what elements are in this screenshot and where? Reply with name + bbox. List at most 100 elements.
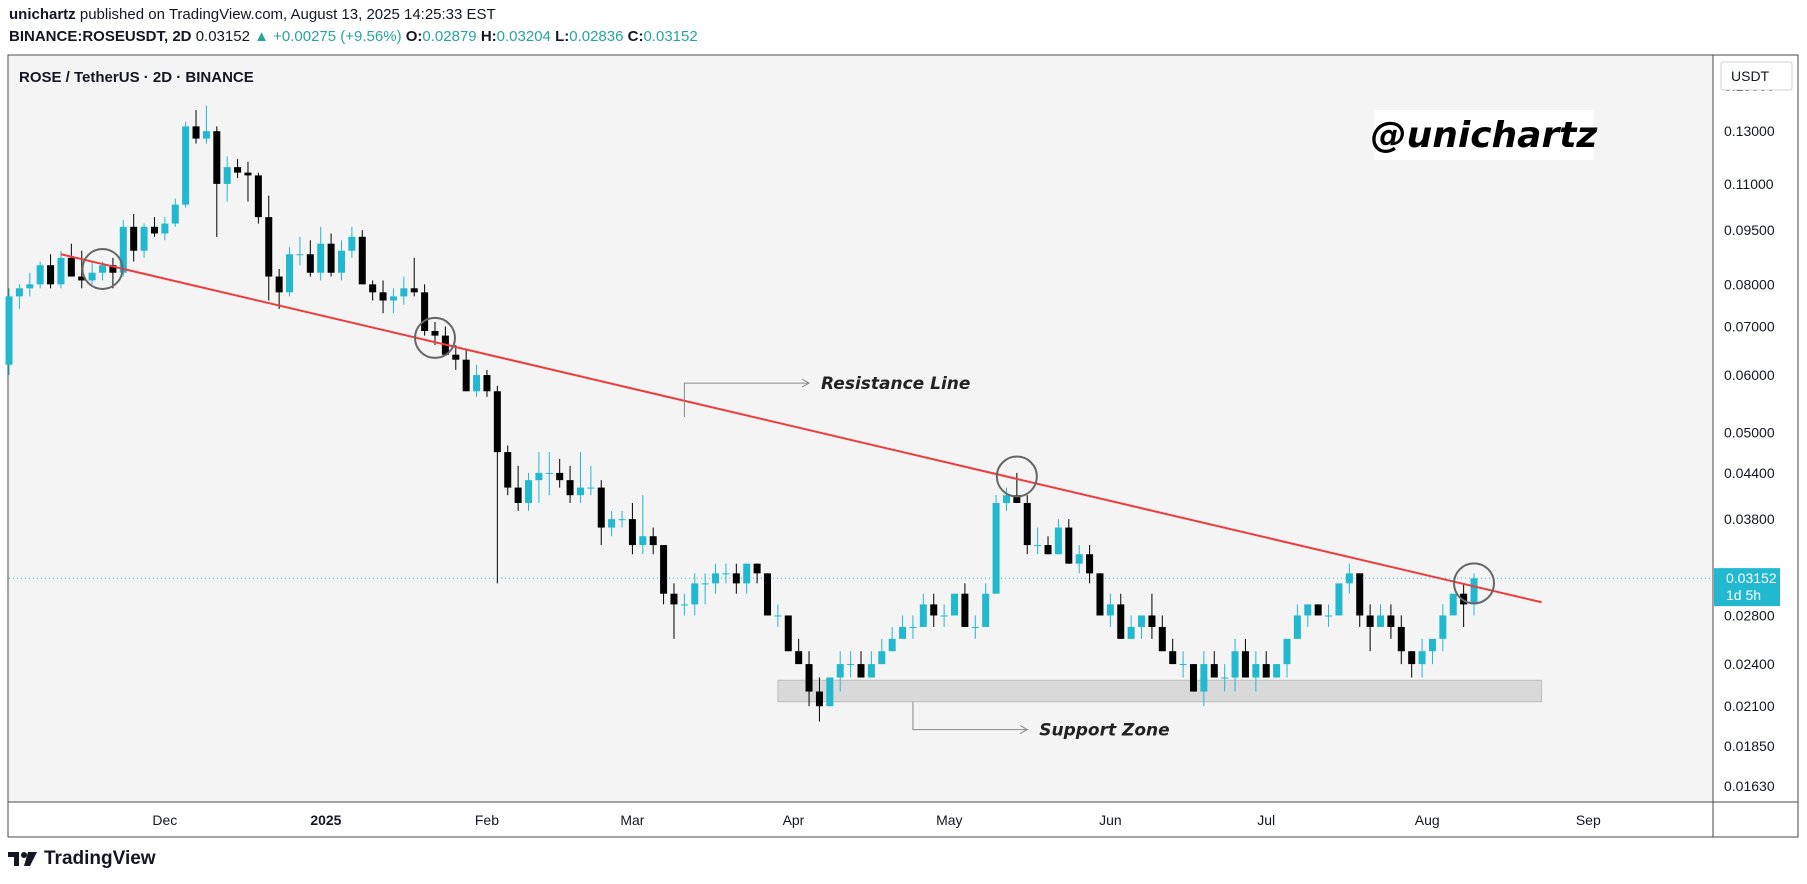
touch-point-circle bbox=[81, 247, 124, 290]
y-tick-label: 0.02400 bbox=[1724, 656, 1775, 672]
candle-body bbox=[1002, 495, 1010, 503]
candle-body bbox=[1345, 573, 1353, 584]
candle bbox=[1065, 519, 1073, 564]
x-tick-label: Mar bbox=[620, 812, 644, 828]
candle-body bbox=[213, 131, 221, 184]
candle-body bbox=[254, 175, 262, 218]
candle-body bbox=[1158, 626, 1166, 652]
brand-name: TradingView bbox=[44, 848, 156, 869]
high-value: 0.03204 bbox=[496, 28, 551, 45]
x-tick-label: Aug bbox=[1415, 812, 1440, 828]
candle bbox=[493, 385, 501, 584]
candle bbox=[47, 254, 55, 289]
y-tick-label: 0.02800 bbox=[1724, 607, 1775, 623]
candle-body bbox=[1366, 615, 1374, 627]
close-value: 0.03152 bbox=[643, 28, 698, 45]
candle bbox=[1023, 495, 1031, 555]
candle bbox=[556, 458, 564, 488]
candle bbox=[1221, 664, 1229, 692]
candle-body bbox=[1439, 615, 1447, 639]
candle bbox=[296, 236, 304, 266]
candle bbox=[691, 573, 699, 616]
candle-body bbox=[1231, 651, 1239, 678]
candle-body bbox=[867, 664, 875, 678]
candle bbox=[1252, 651, 1260, 692]
candle bbox=[1397, 615, 1405, 665]
y-tick-label: 0.08000 bbox=[1724, 276, 1775, 292]
author-name[interactable]: unichartz bbox=[9, 6, 76, 23]
candle-body bbox=[556, 472, 564, 481]
tradingview-brand[interactable]: TradingView bbox=[8, 848, 156, 870]
candle bbox=[1283, 638, 1291, 678]
candle bbox=[774, 604, 782, 627]
candle-body bbox=[57, 257, 65, 285]
candle-body bbox=[504, 452, 512, 488]
candle bbox=[878, 638, 886, 665]
candle-body bbox=[275, 276, 283, 293]
candle bbox=[161, 217, 169, 241]
last-price-badge-value: 0.03152 bbox=[1726, 570, 1777, 586]
x-tick-label: Jul bbox=[1257, 812, 1275, 828]
candle-body bbox=[109, 265, 117, 273]
candle-body bbox=[566, 480, 574, 496]
candle-body bbox=[774, 615, 782, 617]
y-tick-label: 0.01630 bbox=[1724, 778, 1775, 794]
candle bbox=[608, 510, 616, 537]
candle bbox=[223, 156, 231, 202]
candle-body bbox=[805, 664, 813, 692]
candle-body bbox=[545, 472, 553, 474]
candle bbox=[909, 615, 917, 639]
candle bbox=[1200, 651, 1208, 707]
candle bbox=[1439, 604, 1447, 652]
candle-body bbox=[1304, 604, 1312, 616]
candle bbox=[192, 110, 200, 144]
plot-area[interactable] bbox=[9, 56, 1713, 802]
candle-body bbox=[753, 563, 761, 574]
candle bbox=[753, 563, 761, 584]
candle bbox=[815, 677, 823, 722]
candle-body bbox=[202, 131, 210, 139]
candle bbox=[36, 261, 44, 289]
candle-body bbox=[26, 284, 34, 289]
candle-body bbox=[150, 226, 158, 234]
candle bbox=[712, 563, 720, 594]
x-tick-label: Dec bbox=[152, 812, 177, 828]
candle bbox=[410, 257, 418, 297]
candle-body bbox=[358, 236, 366, 285]
candle-body bbox=[400, 288, 408, 297]
currency-button[interactable] bbox=[1720, 61, 1793, 91]
candle bbox=[265, 195, 273, 301]
publish-date: published on TradingView.com, August 13,… bbox=[79, 6, 496, 23]
candle bbox=[140, 223, 148, 258]
candle bbox=[732, 563, 740, 594]
low-label: L: bbox=[555, 28, 570, 45]
candle-body bbox=[1013, 495, 1021, 503]
candle-body bbox=[337, 250, 345, 273]
candle bbox=[1054, 519, 1062, 555]
candle-body bbox=[493, 391, 501, 453]
candle-body bbox=[171, 204, 179, 224]
candle-body bbox=[1314, 604, 1322, 616]
y-tick-label: 0.09500 bbox=[1724, 222, 1775, 238]
candle-body bbox=[1075, 554, 1083, 564]
touch-point-circle bbox=[1453, 562, 1496, 605]
candle-body bbox=[597, 487, 605, 528]
candle-body bbox=[1034, 545, 1042, 547]
annotation-label: Support Zone bbox=[1039, 721, 1169, 741]
candle bbox=[888, 626, 896, 652]
candle bbox=[992, 495, 1000, 594]
candle-body bbox=[784, 615, 792, 652]
candle-body bbox=[1241, 651, 1249, 678]
last-price-badge bbox=[1714, 568, 1780, 607]
candle-body bbox=[670, 593, 678, 605]
candle bbox=[1096, 573, 1104, 616]
candle-body bbox=[1356, 573, 1364, 616]
candle-body bbox=[182, 126, 190, 205]
candle bbox=[1470, 573, 1478, 616]
candle bbox=[763, 573, 771, 616]
close-label: C: bbox=[627, 28, 644, 45]
candle-body bbox=[1460, 593, 1468, 605]
candle bbox=[67, 243, 75, 277]
annotation-label: Resistance Line bbox=[821, 374, 970, 394]
